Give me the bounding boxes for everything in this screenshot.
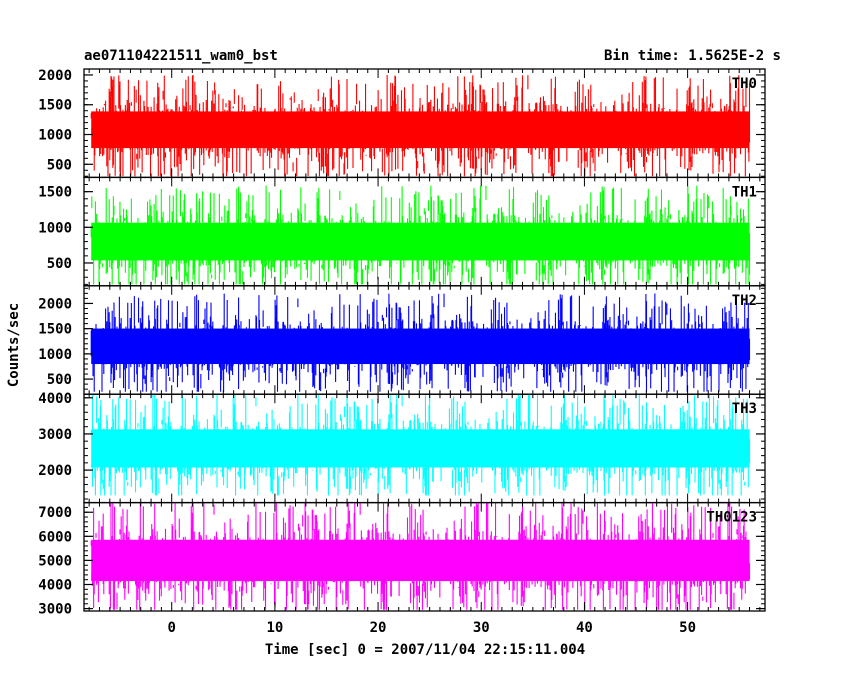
y-tick-label: 5000 xyxy=(38,553,72,569)
panel-th1: 500 1000 1500 TH1 xyxy=(38,176,766,287)
panel-th2: 500 1000 1500 2000 TH2 xyxy=(38,285,766,395)
series-line xyxy=(90,394,751,496)
y-tick-label: 500 xyxy=(47,372,72,388)
bin-time-label: Bin time: 1.5625E-2 s xyxy=(604,48,781,64)
panel-label: TH1 xyxy=(732,184,757,200)
chart-title: ae071104221511_wam0_bst xyxy=(84,48,278,64)
panel-label: TH3 xyxy=(732,401,757,417)
y-tick-label: 1000 xyxy=(38,220,72,236)
y-tick-label: 1500 xyxy=(38,322,72,338)
y-tick-label: 2000 xyxy=(38,68,72,84)
series-line xyxy=(90,185,751,285)
series-line xyxy=(90,75,751,177)
y-tick-label: 500 xyxy=(47,256,72,272)
x-tick-label: 50 xyxy=(679,620,696,636)
panel-label: TH2 xyxy=(732,293,757,309)
y-tick-label: 4000 xyxy=(38,391,72,407)
y-tick-label: 7000 xyxy=(38,505,72,521)
y-tick-label: 1500 xyxy=(38,98,72,114)
panel-th0123: 3000 4000 5000 6000 7000 TH0123 xyxy=(38,501,766,618)
panel-th3: 2000 3000 4000 TH3 xyxy=(38,391,766,504)
y-tick-label: 6000 xyxy=(38,529,72,545)
x-axis-label: Time [sec] 0 = 2007/11/04 22:15:11.004 xyxy=(265,642,585,658)
y-tick-label: 1000 xyxy=(38,347,72,363)
panel-label: TH0123 xyxy=(706,510,757,526)
panels-group: 500 1000 1500 2000 TH0 500 1000 1500 TH1 500 1000 1… xyxy=(38,68,766,618)
y-tick-label: 1500 xyxy=(38,185,72,201)
series-line xyxy=(90,293,751,392)
x-tick-label: 30 xyxy=(473,620,490,636)
panel-frame xyxy=(83,501,766,612)
y-tick-label: 3000 xyxy=(38,427,72,443)
y-axis-label: Counts/sec xyxy=(6,303,22,387)
panel-label: TH0 xyxy=(732,76,757,92)
panel-th0: 500 1000 1500 2000 TH0 xyxy=(38,68,766,179)
x-tick-label: 10 xyxy=(266,620,283,636)
y-tick-label: 1000 xyxy=(38,128,72,144)
y-tick-label: 2000 xyxy=(38,463,72,479)
x-axis: 0 10 20 30 40 50 xyxy=(167,620,696,636)
y-tick-label: 500 xyxy=(47,157,72,173)
y-tick-label: 3000 xyxy=(38,602,72,618)
series-line xyxy=(90,502,751,610)
x-tick-label: 0 xyxy=(167,620,175,636)
y-tick-label: 4000 xyxy=(38,578,72,594)
y-tick-label: 2000 xyxy=(38,296,72,312)
x-tick-label: 40 xyxy=(576,620,593,636)
x-tick-label: 20 xyxy=(370,620,387,636)
